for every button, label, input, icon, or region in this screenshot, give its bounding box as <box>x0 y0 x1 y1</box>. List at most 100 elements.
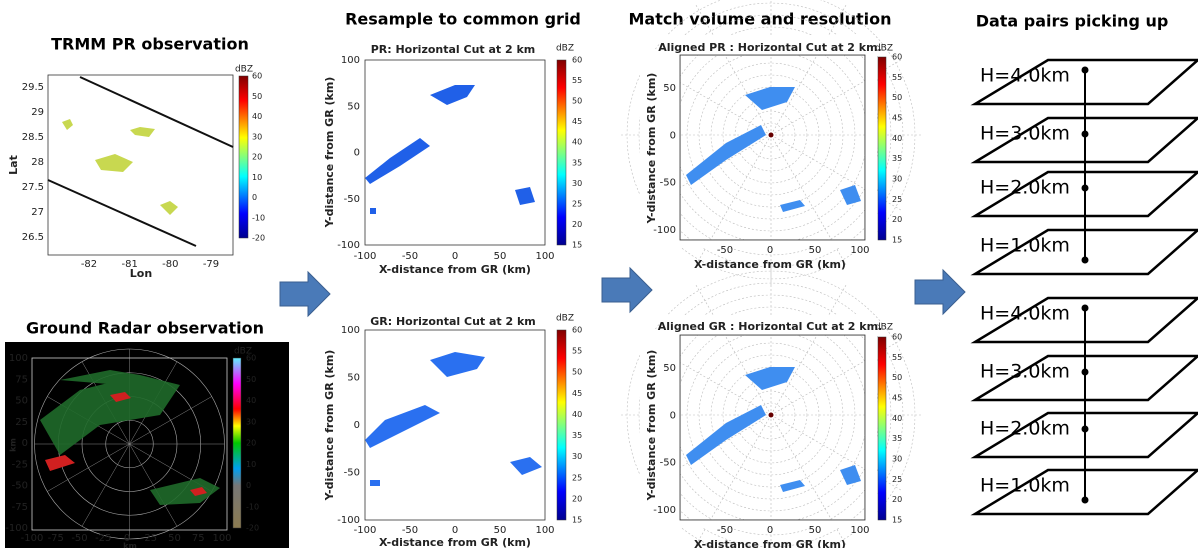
x-tick-label: 50 <box>809 525 822 536</box>
plot-frame <box>679 54 866 241</box>
mask <box>640 49 680 246</box>
x-axis-label: X-distance from GR (km) <box>379 263 531 276</box>
x-tick-label: 50 <box>168 533 181 544</box>
layer-label: H=1.0km <box>980 475 1070 497</box>
colorbar-tick-label: 40 <box>252 112 262 121</box>
x-axis-label: X-distance from GR (km) <box>694 258 846 271</box>
colorbar-tick-label: 60 <box>246 354 256 363</box>
x-axis-label: X-distance from GR (km) <box>694 538 846 548</box>
y-tick-label: -25 <box>12 459 28 470</box>
arrows <box>279 266 966 318</box>
colorbar-tick-label: 25 <box>892 475 902 484</box>
colorbar-tick-label: 45 <box>572 117 582 126</box>
y-tick-label: -100 <box>653 225 676 236</box>
colorbar-tick-label: 35 <box>572 158 582 167</box>
x-tick-label: -81 <box>121 259 137 270</box>
layer-label: H=1.0km <box>980 235 1070 257</box>
swath-edge <box>79 76 234 148</box>
colorbar-tick-label: -10 <box>246 502 259 511</box>
mask <box>660 240 875 248</box>
x-tick-label: -100 <box>21 533 44 544</box>
azimuth-line <box>129 396 212 445</box>
plot-panel: -100 -75 -50 -25 0 25 50 75 1001007550250-25-50-… <box>5 347 259 548</box>
y-tick-label: -50 <box>344 194 360 205</box>
x-tick-label: 100 <box>535 251 554 262</box>
y-tick-label: 25 <box>15 417 28 428</box>
heading: Resample to common grid <box>345 10 581 29</box>
azimuth-line <box>770 4 847 136</box>
colorbar-tick-label: 55 <box>892 353 902 362</box>
y-tick-label: 0 <box>22 438 28 449</box>
colorbar-tick-label: 20 <box>252 153 262 162</box>
mask <box>660 35 875 55</box>
colorbar-tick-label: 15 <box>892 516 902 525</box>
x-axis-label: Lon <box>130 267 152 280</box>
colorbar-tick-label: 40 <box>246 396 256 405</box>
y-tick-label: 27.5 <box>22 182 44 193</box>
echo <box>686 367 861 492</box>
plot-frame <box>31 357 228 531</box>
arrow <box>279 270 331 318</box>
azimuth-line <box>770 284 847 416</box>
mask <box>865 49 877 246</box>
profile-point <box>1081 304 1089 312</box>
x-tick-label: -80 <box>162 259 178 270</box>
y-tick-label: 50 <box>15 396 28 407</box>
profile-point <box>1081 130 1089 138</box>
profile-point <box>1081 368 1089 376</box>
y-tick-label: -100 <box>653 505 676 516</box>
y-tick-label: 50 <box>663 363 676 374</box>
colorbar-tick-label: -10 <box>252 213 265 222</box>
colorbar-tick-label: 25 <box>572 473 582 482</box>
colorbar-tick-label: 35 <box>892 154 902 163</box>
heading: Ground Radar observation <box>26 319 264 338</box>
y-tick-label: 29 <box>31 107 44 118</box>
y-tick-label: 100 <box>9 353 28 364</box>
azimuth-line <box>695 284 772 416</box>
colorbar-tick-label: 30 <box>246 417 256 426</box>
colorbar-tick-label: 40 <box>572 410 582 419</box>
colorbar <box>238 75 249 239</box>
colorbar-label: dBZ <box>556 44 574 54</box>
colorbar-tick-label: -20 <box>246 524 259 533</box>
colorbar-tick-label: 30 <box>572 179 582 188</box>
profile-point <box>1081 496 1089 504</box>
x-axis-label: km <box>123 542 137 548</box>
colorbar-tick-label: 50 <box>892 373 902 382</box>
x-tick-label: -75 <box>48 533 64 544</box>
layer-plane <box>970 468 1198 516</box>
x-tick-label: 0 <box>767 245 773 256</box>
y-tick-label: 50 <box>663 83 676 94</box>
y-tick-label: -50 <box>660 178 676 189</box>
plot-title: GR: Horizontal Cut at 2 km <box>370 315 536 328</box>
colorbar-tick-label: 35 <box>572 431 582 440</box>
x-tick-label: 100 <box>535 525 554 536</box>
x-tick-label: 50 <box>494 525 507 536</box>
y-tick-label: 27 <box>31 207 44 218</box>
y-tick-label: 28.5 <box>22 132 44 143</box>
plot-title: Aligned GR : Horizontal Cut at 2 km. <box>658 320 882 333</box>
colorbar-tick-label: 55 <box>572 347 582 356</box>
colorbar-tick-label: 40 <box>892 414 902 423</box>
x-tick-label: -50 <box>717 245 733 256</box>
colorbar-tick-label: 60 <box>572 56 582 65</box>
y-tick-label: 50 <box>347 373 360 384</box>
heading: TRMM PR observation <box>51 35 249 54</box>
colorbar-tick-label: 50 <box>892 93 902 102</box>
layer-plane <box>970 116 1198 164</box>
colorbar-tick-label: 10 <box>246 460 256 469</box>
colorbar-tick-label: 60 <box>892 53 902 62</box>
echo <box>40 370 220 505</box>
colorbar-tick-label: 20 <box>892 215 902 224</box>
profile-point <box>1081 256 1089 264</box>
colorbar-tick-label: 25 <box>572 199 582 208</box>
arrow <box>914 268 966 316</box>
colorbar-tick-label: 60 <box>252 72 262 81</box>
x-tick-label: -25 <box>95 533 111 544</box>
azimuth-line <box>47 443 130 492</box>
plot-panel: PR: Horizontal Cut at 2 km -100 -50 0 50 100 1… <box>323 43 582 276</box>
layer-plane <box>970 228 1198 276</box>
y-axis-label: Lat <box>7 155 20 175</box>
colorbar-tick-label: 10 <box>252 173 262 182</box>
y-tick-label: -75 <box>12 502 28 513</box>
